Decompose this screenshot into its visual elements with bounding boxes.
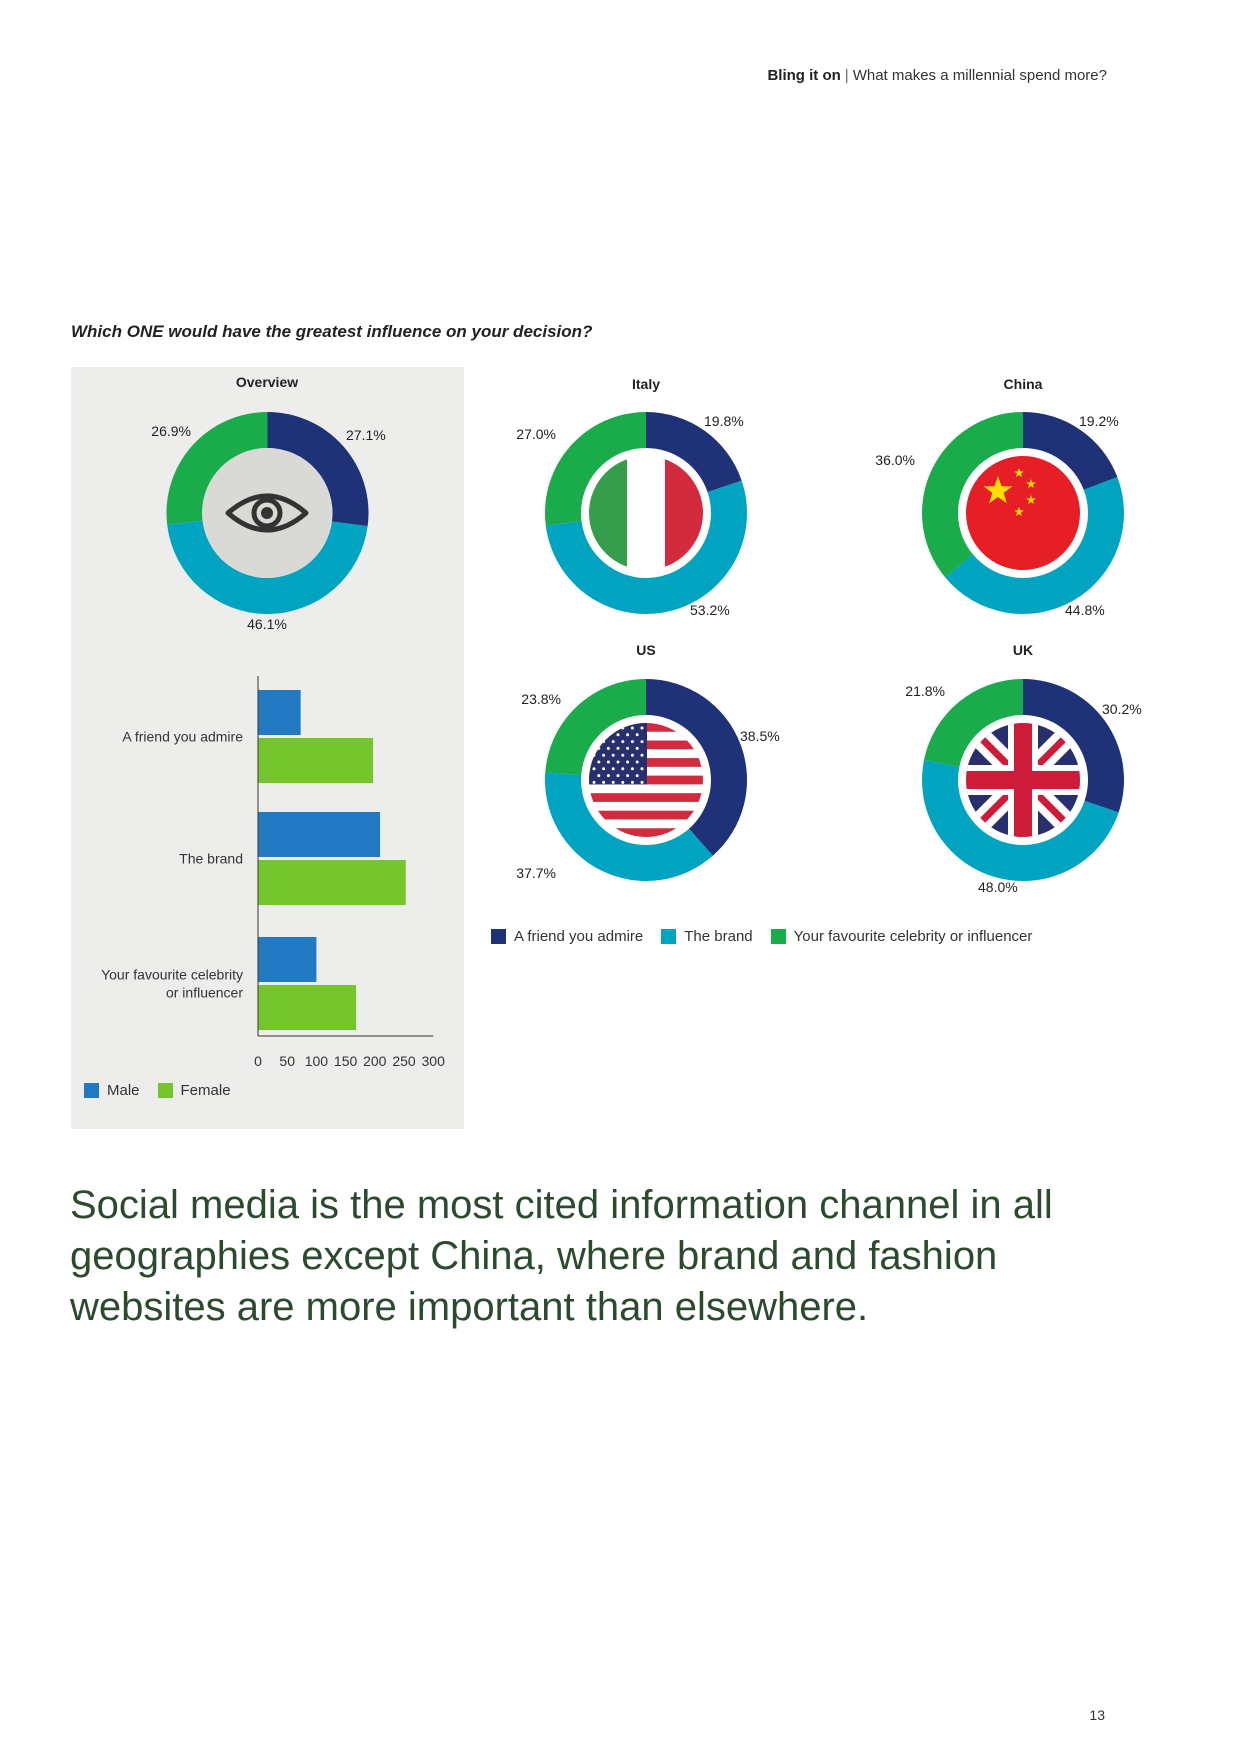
italy-flag-icon	[589, 456, 703, 570]
donut-title: Italy	[632, 376, 660, 392]
donut-segments	[922, 679, 1124, 881]
header-subtitle: What makes a millennial spend more?	[852, 67, 1107, 84]
gender-bar-chart: A friend you admire The brand Your favouri…	[101, 676, 446, 1069]
legend-label: Female	[180, 1082, 231, 1099]
donut-title: UK	[1013, 642, 1033, 658]
bar-female	[258, 738, 374, 783]
legend-swatch	[770, 929, 786, 944]
donut-label-friend: 19.2%	[1079, 413, 1119, 429]
donut-segments	[545, 412, 747, 615]
bar-female	[258, 985, 357, 1030]
donut-label-celebrity: 23.8%	[521, 691, 561, 707]
donut-segment-celebrity	[924, 679, 1023, 768]
overview-donut-chart: Overview 27.1% 46.1% 26.9%	[151, 374, 386, 632]
donut-segment-brand	[922, 759, 1119, 881]
bar-category-label: A friend you admire	[122, 729, 243, 745]
donut-label-celebrity: 26.9%	[151, 423, 191, 439]
donut-label-brand: 48.0%	[978, 879, 1018, 895]
bar-tick-label: 100	[305, 1053, 329, 1069]
donut-segment-celebrity	[166, 412, 268, 525]
bar-tick-label: 200	[363, 1053, 387, 1069]
uk-donut-chart: UK 30.2% 48.0% 21.8%	[905, 642, 1142, 895]
legend-item-male: Male	[84, 1082, 140, 1099]
legend-swatch	[491, 929, 506, 944]
donut-segment-friend	[267, 412, 369, 527]
page-number: 13	[1089, 1707, 1105, 1723]
donut-segments	[922, 412, 1124, 614]
legend-label: A friend you admire	[514, 928, 644, 945]
eye-icon	[225, 493, 309, 533]
donut-segment-brand	[545, 480, 747, 615]
donut-segment-celebrity	[922, 412, 1023, 578]
legend-label: Your favourite celebrity or influencer	[793, 928, 1033, 945]
donut-label-celebrity: 21.8%	[905, 683, 945, 699]
header-separator: |	[844, 67, 849, 84]
bar-tick-label: 250	[392, 1053, 416, 1069]
bar-category-label: Your favourite celebrity	[101, 967, 243, 983]
donut-title: China	[1004, 376, 1043, 392]
donut-segment-brand	[545, 772, 713, 881]
us-flag-icon	[589, 723, 703, 837]
bar-male	[258, 690, 301, 735]
page-header: Bling it on | What makes a millennial spen…	[767, 67, 1107, 84]
donut-segment-celebrity	[545, 412, 646, 526]
donut-title: US	[636, 642, 655, 658]
bar-male	[258, 812, 381, 857]
legend-item-friend: A friend you admire	[491, 928, 643, 945]
donut-segment-celebrity	[545, 679, 646, 776]
legend-swatch	[157, 1083, 173, 1098]
donut-segment-friend	[646, 679, 747, 856]
bar-category-label: or influencer	[166, 985, 243, 1001]
bar-tick-label: 0	[254, 1053, 262, 1069]
donut-segment-brand	[945, 477, 1124, 614]
legend-label: The brand	[684, 928, 753, 945]
donut-segment-brand	[167, 520, 368, 614]
italy-donut-chart: Italy 19.8% 53.2% 27.0%	[516, 376, 747, 618]
donut-title: Overview	[236, 374, 298, 390]
legend-swatch	[661, 929, 677, 944]
bar-female	[258, 860, 406, 905]
header-title: Bling it on	[767, 67, 841, 84]
us-donut-chart: US 38.5% 37.7% 23.8%	[516, 642, 780, 881]
bar-tick-label: 300	[422, 1053, 446, 1069]
legend-item-female: Female	[157, 1082, 231, 1099]
bar-male	[258, 937, 317, 982]
bar-category-label: The brand	[179, 851, 243, 867]
china-donut-chart: China 19.2% 44.8% 36.0%	[875, 376, 1124, 618]
donut-label-friend: 38.5%	[740, 728, 780, 744]
bar-tick-label: 150	[334, 1053, 358, 1069]
uk-flag-icon	[966, 723, 1080, 837]
donut-segment-friend	[1023, 412, 1118, 490]
donut-label-celebrity: 27.0%	[516, 426, 556, 442]
survey-question: Which ONE would have the greatest influe…	[71, 322, 593, 341]
donut-legend: A friend you admire The brand Your favou…	[491, 928, 1050, 945]
bar-legend: Male Female	[84, 1082, 249, 1099]
donut-label-brand: 37.7%	[516, 865, 556, 881]
donut-label-friend: 30.2%	[1102, 701, 1142, 717]
donut-label-brand: 53.2%	[690, 602, 730, 618]
donut-segments	[545, 679, 747, 881]
donut-label-friend: 27.1%	[346, 427, 386, 443]
china-flag-icon	[966, 456, 1080, 570]
legend-item-celebrity: Your favourite celebrity or influencer	[770, 928, 1033, 945]
donut-label-celebrity: 36.0%	[875, 452, 915, 468]
headline-statement: Social media is the most cited informati…	[70, 1183, 1053, 1329]
donut-label-brand: 44.8%	[1065, 602, 1105, 618]
legend-item-brand: The brand	[661, 928, 753, 945]
legend-swatch	[84, 1083, 99, 1098]
donut-segments	[166, 412, 369, 614]
donut-label-brand: 46.1%	[247, 616, 287, 632]
donut-label-friend: 19.8%	[704, 413, 744, 429]
bar-tick-label: 50	[279, 1053, 295, 1069]
donut-segment-friend	[1023, 679, 1124, 813]
legend-label: Male	[107, 1082, 140, 1099]
donut-segment-friend	[646, 412, 742, 493]
